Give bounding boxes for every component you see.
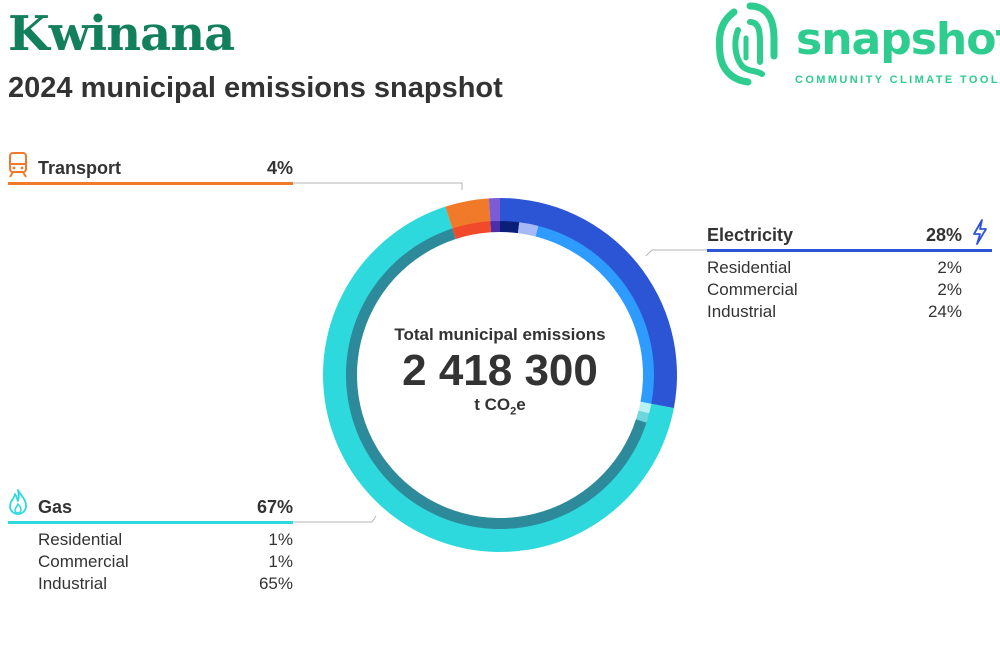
- electricity-leader-line: [645, 249, 707, 257]
- flame-icon: [9, 489, 27, 515]
- inner-slice-transport: [452, 221, 492, 239]
- train-icon: [9, 152, 27, 178]
- inner-slice-electricity-industrial: [535, 225, 654, 404]
- electricity-rule: [707, 249, 992, 252]
- logo-tagline: COMMUNITY CLIMATE TOOL: [795, 74, 1000, 86]
- list-item: Industrial 24%: [707, 302, 962, 321]
- fingerprint-logo-icon: [715, 2, 778, 86]
- logo-wordmark: snapshot: [796, 14, 1000, 65]
- legend-gas: Gas 67% Residential 1% Commercial 1% Indus…: [8, 497, 293, 595]
- page-title: Kwinana: [8, 6, 235, 62]
- leader-lines: [293, 182, 707, 523]
- legend-electricity: Electricity 28% Residential 2% Commercial…: [707, 225, 992, 323]
- outer-slice-transport: [445, 198, 491, 230]
- transport-rule: [8, 182, 293, 185]
- inner-slice-other: [490, 221, 500, 233]
- total-emissions: Total municipal emissions 2 418 300 t CO…: [350, 325, 650, 417]
- transport-label: Transport: [38, 158, 122, 178]
- inner-slice-gas-commercial: [636, 410, 650, 423]
- gas-label: Gas: [38, 497, 73, 517]
- outer-slice-electricity: [500, 198, 677, 409]
- inner-slice-electricity-commercial: [517, 222, 539, 237]
- inner-slice-gas-residential: [638, 401, 652, 414]
- outer-ring: [322, 198, 677, 552]
- lightning-icon: [973, 219, 987, 245]
- inner-slice-electricity-residential: [500, 221, 520, 234]
- gas-leader-line: [293, 515, 377, 523]
- legend-transport: Transport 4%: [8, 158, 293, 185]
- list-item: Commercial 1%: [38, 552, 293, 571]
- outer-slice-other: [488, 198, 500, 223]
- gas-rule: [8, 521, 293, 524]
- list-item: Commercial 2%: [707, 280, 962, 299]
- gas-percent: 67%: [256, 497, 293, 517]
- snapshot-logo: snapshot COMMUNITY CLIMATE TOOL: [712, 0, 1000, 92]
- page-subtitle: 2024 municipal emissions snapshot: [8, 72, 503, 104]
- transport-leader-line: [293, 182, 463, 190]
- inner-ring: [346, 221, 654, 529]
- total-value: 2 418 300: [402, 346, 598, 395]
- list-item: Industrial 65%: [38, 574, 293, 593]
- list-item: Residential 1%: [38, 530, 293, 549]
- total-label: Total municipal emissions: [394, 325, 606, 344]
- list-item: Residential 2%: [707, 258, 962, 277]
- transport-percent: 4%: [266, 158, 293, 178]
- electricity-percent: 28%: [925, 225, 962, 245]
- total-unit: t CO2e: [474, 395, 526, 418]
- electricity-label: Electricity: [707, 225, 794, 245]
